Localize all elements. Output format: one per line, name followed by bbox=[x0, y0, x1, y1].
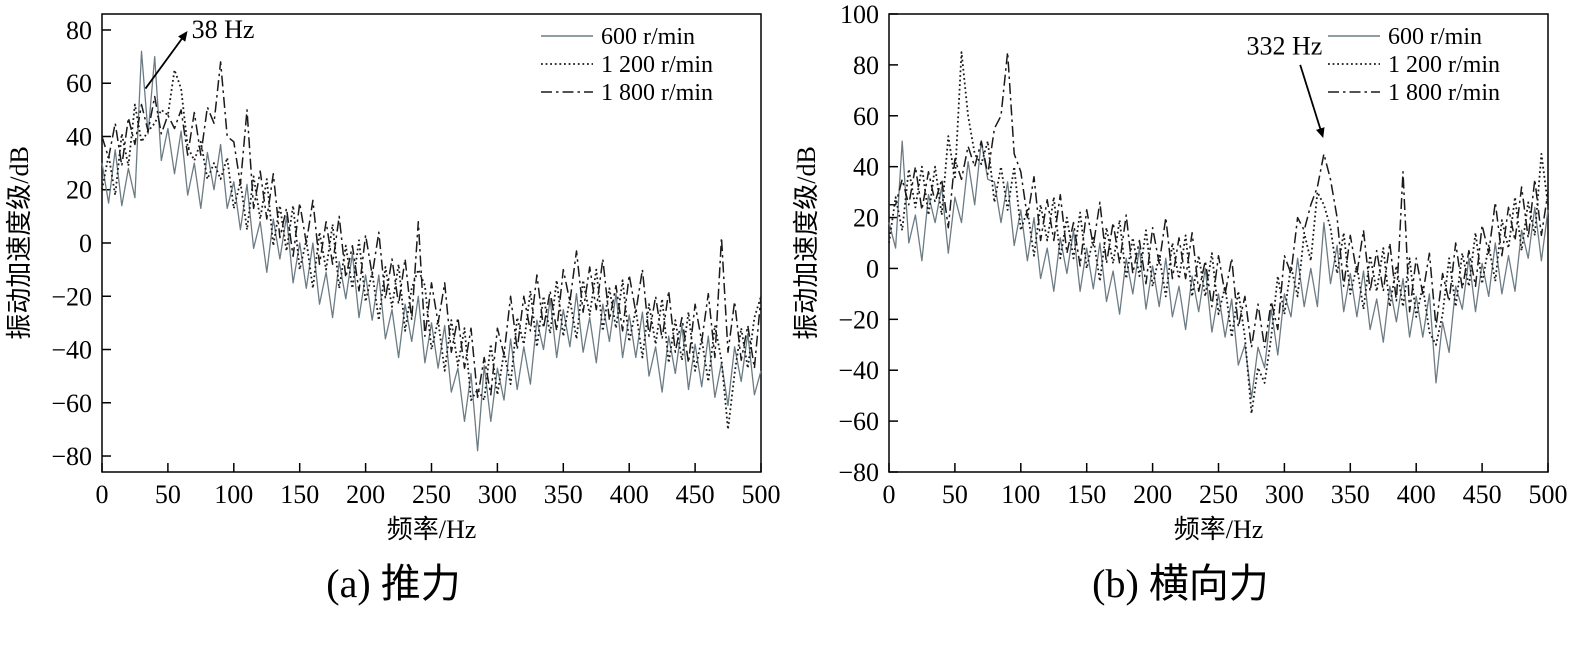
y-tick-label: 60 bbox=[853, 102, 879, 131]
y-tick-label: −80 bbox=[838, 458, 879, 487]
annotation-arrow bbox=[1299, 64, 1325, 139]
y-tick-label: −80 bbox=[51, 442, 92, 471]
x-tick-label: 100 bbox=[1001, 480, 1040, 509]
chart-canvas: 0 50 100 150 200 250 300 350 400 450 500−80−60−40−… bbox=[792, 0, 1568, 544]
y-tick-label: 40 bbox=[853, 153, 879, 182]
x-tick-label: 500 bbox=[742, 480, 781, 509]
x-axis-label: 频率/Hz bbox=[387, 515, 477, 544]
x-tick-label: 350 bbox=[1331, 480, 1370, 509]
y-tick-label: −20 bbox=[51, 282, 92, 311]
dual-spectrum-figure: 0 50 100 150 200 250 300 350 400 450 500 −80 −60 −40−… bbox=[0, 0, 1574, 606]
series-line bbox=[101, 69, 762, 431]
panel-b: 0 50 100 150 200 250 300 350 400 450 500 −80 −60 −40−… bbox=[787, 0, 1574, 606]
x-tick-label: 300 bbox=[478, 480, 517, 509]
x-tick-label: 200 bbox=[346, 480, 385, 509]
series-line bbox=[101, 61, 762, 399]
y-tick-label: 20 bbox=[853, 204, 879, 233]
annotation-text: 38 Hz bbox=[192, 15, 255, 44]
x-tick-label: 200 bbox=[1133, 480, 1172, 509]
x-tick-label: 250 bbox=[1199, 480, 1238, 509]
x-tick-label: 150 bbox=[280, 480, 319, 509]
annotation-arrow bbox=[144, 31, 188, 90]
legend-label: 600 r/min bbox=[601, 24, 695, 50]
x-tick-label: 500 bbox=[1529, 480, 1568, 509]
y-tick-label: 100 bbox=[840, 0, 879, 29]
series-line bbox=[101, 50, 762, 452]
legend-label: 1 800 r/min bbox=[601, 80, 713, 106]
x-tick-label: 400 bbox=[1397, 480, 1436, 509]
caption-a: (a) 推力 bbox=[326, 561, 461, 606]
x-tick-label: 150 bbox=[1067, 480, 1106, 509]
legend-label: 1 200 r/min bbox=[601, 52, 713, 78]
x-tick-label: 0 bbox=[96, 480, 109, 509]
x-tick-label: 100 bbox=[214, 480, 253, 509]
caption-b: (b) 横向力 bbox=[1092, 561, 1269, 606]
x-tick-label: 450 bbox=[1463, 480, 1502, 509]
legend-label: 1 200 r/min bbox=[1388, 52, 1500, 78]
y-tick-label: −60 bbox=[51, 389, 92, 418]
y-tick-label: 80 bbox=[853, 51, 879, 80]
chart-canvas: 0 50 100 150 200 250 300 350 400 450 500−80−60−40−… bbox=[5, 13, 781, 544]
annotation-text: 332 Hz bbox=[1246, 32, 1322, 61]
x-axis-label: 频率/Hz bbox=[1174, 515, 1264, 544]
x-tick-label: 50 bbox=[942, 480, 968, 509]
y-axis: −80 −60 −40 −20 0 20 40 60 80 bbox=[51, 16, 111, 471]
x-axis: 0 50 100 150 200 250 300 350 400 450 500 bbox=[96, 463, 781, 509]
series-line bbox=[888, 51, 1549, 415]
y-tick-label: 0 bbox=[866, 254, 879, 283]
legend-label: 600 r/min bbox=[1388, 24, 1482, 50]
y-tick-label: 60 bbox=[66, 69, 92, 98]
x-tick-label: 300 bbox=[1265, 480, 1304, 509]
x-tick-label: 0 bbox=[883, 480, 896, 509]
x-tick-label: 50 bbox=[155, 480, 181, 509]
x-axis: 0 50 100 150 200 250 300 350 400 450 500 bbox=[883, 463, 1568, 509]
y-tick-label: −40 bbox=[51, 336, 92, 365]
x-tick-label: 350 bbox=[544, 480, 583, 509]
y-tick-label: −40 bbox=[838, 356, 879, 385]
y-axis-label: 振动加速度级/dB bbox=[792, 146, 821, 340]
series-line bbox=[888, 140, 1549, 399]
y-tick-label: 80 bbox=[66, 16, 92, 45]
series-line bbox=[889, 51, 1549, 349]
x-tick-label: 450 bbox=[676, 480, 715, 509]
y-tick-label: −20 bbox=[838, 305, 879, 334]
legend-label: 1 800 r/min bbox=[1388, 80, 1500, 106]
y-axis: −80 −60 −40 −20 0 20 40 60 80 100 bbox=[838, 0, 898, 487]
chart-b: 0 50 100 150 200 250 300 350 400 450 500 −80 −60 −40−… bbox=[787, 0, 1574, 560]
y-tick-label: 20 bbox=[66, 176, 92, 205]
chart-a: 0 50 100 150 200 250 300 350 400 450 500 −80 −60 −40−… bbox=[0, 0, 787, 560]
x-tick-label: 250 bbox=[412, 480, 451, 509]
y-tick-label: 0 bbox=[79, 229, 92, 258]
panel-a: 0 50 100 150 200 250 300 350 400 450 500 −80 −60 −40−… bbox=[0, 0, 787, 606]
y-tick-label: −60 bbox=[838, 407, 879, 436]
y-tick-label: 40 bbox=[66, 122, 92, 151]
x-tick-label: 400 bbox=[610, 480, 649, 509]
y-axis-label: 振动加速度级/dB bbox=[5, 146, 34, 340]
